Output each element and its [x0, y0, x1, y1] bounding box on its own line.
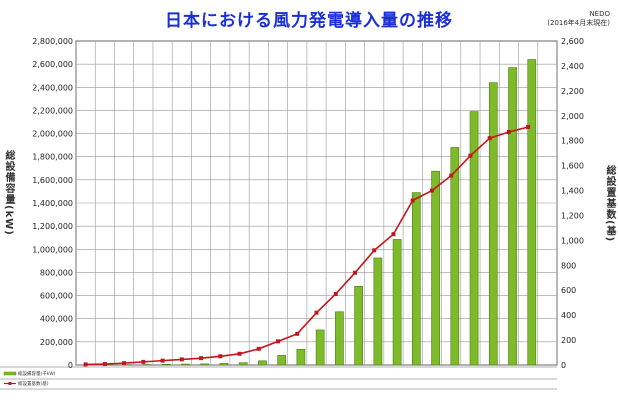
y-tick-label-left: 2,000,000 [32, 130, 73, 139]
line-point-unit-count [237, 351, 242, 356]
line-point-unit-count [102, 362, 107, 367]
bar-capacity [219, 363, 229, 366]
y-tick-label-right: 1,200 [561, 211, 584, 220]
line-point-unit-count [122, 361, 127, 366]
y-tick-label-right: 2,600 [561, 37, 584, 46]
bar-capacity [296, 348, 306, 366]
line-point-unit-count [199, 356, 204, 361]
y-tick-label-left: 1,400,000 [32, 199, 73, 208]
bar-capacity [373, 257, 383, 366]
table-row-label: 総設置基数(基) [18, 380, 49, 387]
y-tick-label-left: 200,000 [40, 338, 73, 347]
line-point-unit-count [352, 270, 357, 275]
y-tick-label-right: 1,400 [561, 187, 584, 196]
line-point-unit-count [295, 331, 300, 336]
bar-capacity [469, 111, 479, 366]
line-point-unit-count [333, 291, 338, 296]
bar-capacity [200, 363, 210, 366]
line-point-unit-count [391, 232, 396, 237]
y-tick-label-left: 2,400,000 [32, 83, 73, 92]
y-tick-label-left: 0 [68, 361, 73, 370]
bar-capacity [238, 362, 248, 366]
y-tick-label-right: 2,400 [561, 62, 584, 71]
y-tick-label-right: 800 [561, 261, 576, 270]
y-tick-label-right: 400 [561, 311, 576, 320]
bar-capacity [431, 170, 440, 366]
y-tick-label-left: 1,800,000 [32, 153, 73, 162]
y-tick-label-left: 1,000,000 [32, 245, 73, 254]
bar-capacity [392, 239, 402, 366]
bar-capacity [258, 360, 267, 366]
y-tick-label-right: 2,200 [561, 87, 584, 96]
y-tick-label-right: 2,000 [561, 112, 584, 121]
line-point-unit-count [372, 248, 377, 253]
y-tick-label-right: 1,600 [561, 162, 584, 171]
bar-capacity [335, 311, 344, 366]
y-tick-label-left: 2,200,000 [32, 106, 73, 115]
bar-capacity [527, 59, 537, 366]
line-point-unit-count [410, 198, 415, 203]
line-point-unit-count [141, 359, 146, 364]
bar-capacity [488, 82, 498, 366]
y-tick-label-right: 200 [561, 336, 576, 345]
y-tick-label-left: 800,000 [40, 268, 73, 277]
y-tick-label-right: 1,000 [561, 236, 584, 245]
line-point-unit-count [526, 124, 531, 129]
y-tick-label-left: 600,000 [40, 292, 73, 301]
bar-capacity [277, 355, 287, 366]
table-row-label: 総設備容量(千kW) [18, 370, 56, 377]
y-tick-label-right: 600 [561, 286, 576, 295]
chart-title: 日本における風力発電導入量の推移 [165, 11, 453, 31]
y-tick-label-left: 400,000 [40, 315, 73, 324]
source-note: NEDO (2016年4月末現在) [547, 10, 610, 27]
legend-swatch-capacity [3, 371, 17, 376]
bar-capacity [354, 286, 363, 366]
bar-capacity [412, 192, 421, 366]
line-point-unit-count [314, 310, 319, 315]
y-tick-label-left: 1,200,000 [32, 222, 73, 231]
bar-capacity [315, 329, 325, 366]
line-point-unit-count [449, 173, 454, 178]
bar-capacity [508, 67, 517, 366]
line-point-unit-count [276, 339, 281, 344]
bar-capacity [161, 364, 171, 366]
y-axis-label-left: 総設備容量(kW) [3, 150, 14, 236]
line-point-unit-count [179, 357, 184, 362]
line-point-unit-count [218, 354, 223, 359]
y-axis-label-right: 総設置基数(基) [604, 165, 615, 243]
line-point-unit-count [429, 188, 434, 193]
y-tick-label-right: 1,800 [561, 137, 584, 146]
line-point-unit-count [468, 153, 473, 158]
line-unit-count [85, 126, 529, 366]
y-tick-label-left: 1,600,000 [32, 176, 73, 185]
line-point-unit-count [160, 358, 165, 363]
line-point-unit-count [487, 136, 492, 141]
y-tick-label-left: 2,800,000 [32, 37, 73, 46]
legend-marker-unit-count [8, 382, 12, 385]
bar-capacity [450, 147, 460, 366]
line-point-unit-count [506, 129, 511, 134]
line-point-unit-count [83, 362, 88, 367]
line-point-unit-count [256, 346, 261, 351]
bar-capacity [181, 363, 190, 366]
y-tick-label-right: 0 [561, 361, 566, 370]
y-tick-label-left: 2,600,000 [32, 60, 73, 69]
